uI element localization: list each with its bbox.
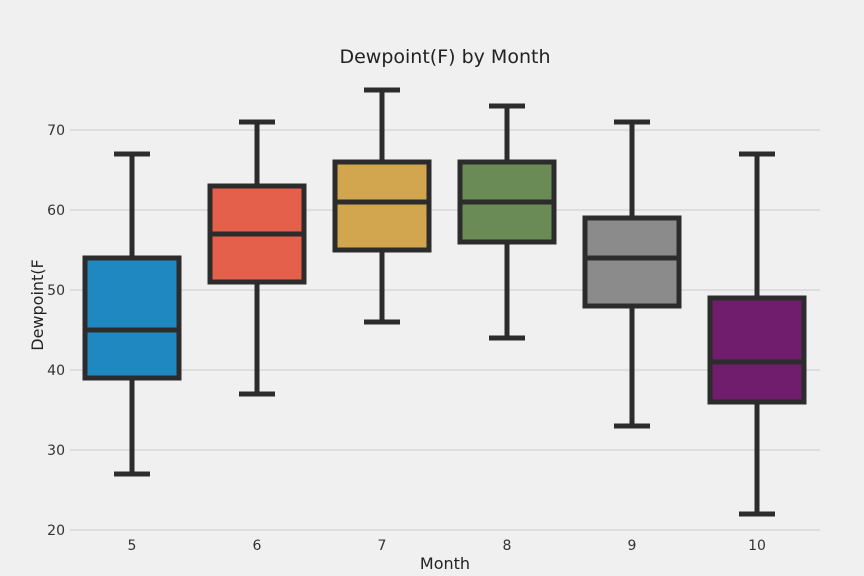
- y-tick-label: 60: [47, 203, 65, 219]
- iqr-box: [707, 295, 807, 405]
- y-tick-label: 50: [47, 283, 65, 299]
- y-axis-ticks: 20 30 40 50 60 70: [47, 123, 65, 539]
- boxes-layer: [82, 87, 807, 517]
- x-tick-label: 7: [378, 538, 387, 554]
- box-month-7: [332, 87, 432, 325]
- box-month-5: [82, 151, 182, 477]
- box-month-10: [707, 151, 807, 517]
- x-tick-label: 10: [748, 538, 766, 554]
- x-tick-label: 6: [253, 538, 262, 554]
- box-month-9: [582, 119, 682, 429]
- chart-title: Dewpoint(F) by Month: [339, 46, 550, 68]
- x-tick-label: 8: [503, 538, 512, 554]
- y-tick-label: 20: [47, 523, 65, 539]
- y-tick-label: 70: [47, 123, 65, 139]
- y-tick-label: 30: [47, 443, 65, 459]
- x-tick-label: 9: [628, 538, 637, 554]
- y-tick-label: 40: [47, 363, 65, 379]
- iqr-box: [82, 255, 182, 381]
- x-axis-ticks: 5 6 7 8 9 10: [128, 538, 766, 554]
- grid-layer: [70, 129, 820, 531]
- x-tick-label: 5: [128, 538, 137, 554]
- iqr-box: [332, 159, 432, 253]
- y-axis-label: Dewpoint(F: [28, 259, 47, 351]
- box-month-8: [457, 103, 557, 341]
- x-axis-label: Month: [420, 554, 470, 573]
- box-month-6: [207, 119, 307, 397]
- iqr-box: [582, 215, 682, 309]
